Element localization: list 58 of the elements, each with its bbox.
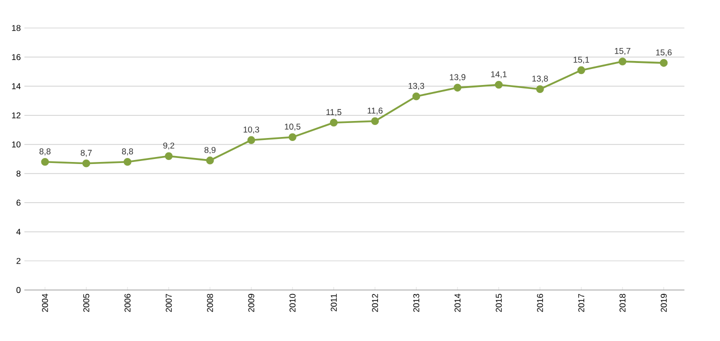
y-tick-label: 14 bbox=[12, 83, 21, 90]
point bbox=[412, 92, 420, 100]
x-tick-label: 2010 bbox=[290, 294, 296, 312]
x-tick-label: 2016 bbox=[537, 294, 544, 312]
x-tick-label: 2014 bbox=[454, 294, 461, 312]
point bbox=[494, 80, 503, 89]
x-tick-label: 2015 bbox=[496, 294, 502, 312]
point bbox=[41, 158, 49, 166]
x-tick-label: 2011 bbox=[330, 294, 337, 312]
point bbox=[124, 158, 132, 166]
data-label: 9,2 bbox=[163, 142, 174, 150]
x-tick-label: 2013 bbox=[413, 294, 420, 312]
point bbox=[247, 136, 256, 144]
x-tick-label: 2009 bbox=[248, 294, 254, 312]
data-label: 11,5 bbox=[326, 109, 342, 116]
data-label: 15,1 bbox=[574, 56, 590, 64]
data-label: 10,3 bbox=[244, 126, 260, 134]
point bbox=[618, 58, 626, 66]
x-tick-label: 2006 bbox=[124, 294, 130, 312]
x-tick-label: 2017 bbox=[578, 294, 584, 312]
point bbox=[82, 159, 90, 168]
x-tick-label: 2019 bbox=[660, 294, 667, 312]
data-label: 14,1 bbox=[491, 71, 507, 78]
data-label: 8,9 bbox=[204, 146, 216, 154]
y-tick-label: 8 bbox=[16, 170, 20, 177]
y-tick-label: 12 bbox=[12, 112, 20, 118]
data-label: 15,6 bbox=[656, 49, 672, 56]
point bbox=[288, 133, 296, 142]
point bbox=[660, 59, 668, 67]
point bbox=[164, 152, 173, 160]
y-tick-label: 10 bbox=[12, 141, 21, 148]
x-tick-label: 2008 bbox=[207, 294, 213, 312]
data-label: 8,7 bbox=[80, 150, 92, 157]
data-label: 10,5 bbox=[284, 124, 300, 131]
y-tick-label: 16 bbox=[12, 54, 20, 60]
y-tick-label: 0 bbox=[16, 287, 21, 293]
x-tick-label: 2007 bbox=[166, 294, 172, 312]
point bbox=[536, 85, 544, 94]
point bbox=[371, 117, 379, 126]
data-label: 8,8 bbox=[39, 148, 51, 156]
x-tick-label: 2004 bbox=[42, 294, 48, 312]
data-label: 8,8 bbox=[122, 148, 134, 156]
data-label: 13,3 bbox=[408, 82, 424, 90]
data-label: 13,8 bbox=[532, 76, 548, 83]
point bbox=[454, 84, 462, 92]
y-tick-label: 6 bbox=[16, 200, 20, 206]
x-tick-label: 2005 bbox=[83, 294, 90, 312]
point bbox=[577, 66, 586, 74]
y-tick-label: 18 bbox=[12, 25, 20, 31]
data-label: 13,9 bbox=[450, 74, 466, 82]
point bbox=[206, 156, 214, 164]
y-tick-label: 2 bbox=[16, 258, 20, 264]
x-tick-label: 2018 bbox=[620, 294, 626, 312]
x-tick-label: 2012 bbox=[372, 294, 378, 312]
y-tick-label: 4 bbox=[16, 228, 21, 235]
point bbox=[330, 118, 338, 127]
data-label: 11,6 bbox=[368, 108, 383, 115]
data-label: 15,7 bbox=[614, 48, 630, 55]
